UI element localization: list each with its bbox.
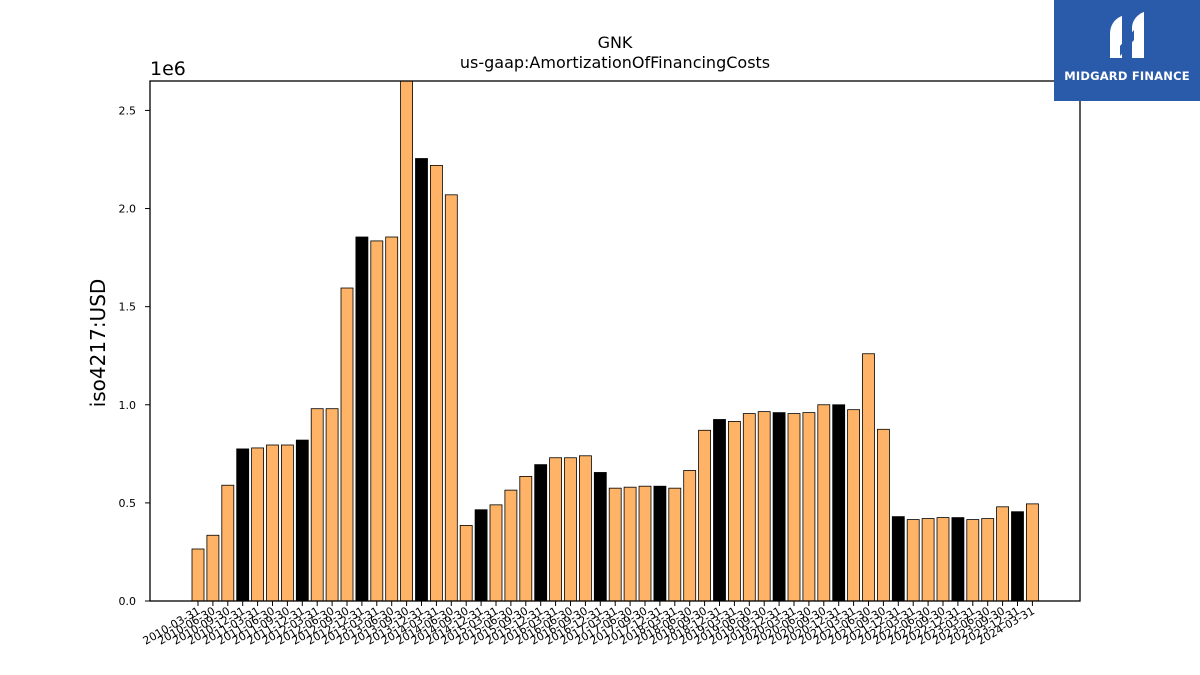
bar-2020-09-30 <box>817 404 831 602</box>
bar-2018-03-31 <box>668 487 682 602</box>
bar-2020-12-31 <box>832 404 846 602</box>
bar-2012-09-30 <box>340 287 354 602</box>
bar-2019-09-30 <box>757 411 771 602</box>
bar-2015-12-31 <box>534 464 548 602</box>
chart-title: GNK <box>598 33 633 52</box>
bar-2014-09-30 <box>459 525 473 602</box>
bar-2019-03-31 <box>728 421 741 602</box>
bar-2013-12-31 <box>415 158 428 602</box>
bar-2010-09-30 <box>221 484 235 602</box>
y-tick-label: 0.0 <box>119 595 137 608</box>
bar-2012-12-31 <box>355 236 369 602</box>
bar-2012-03-31 <box>310 408 324 602</box>
bar-2014-06-30 <box>444 194 458 602</box>
bar-2017-12-31 <box>653 485 667 602</box>
plot-frame <box>149 80 1081 602</box>
bar-2023-03-31 <box>966 519 980 602</box>
bar-2013-03-31 <box>370 240 384 602</box>
y-tick-label: 1.5 <box>119 301 137 314</box>
bar-2010-12-31 <box>236 448 250 602</box>
y-tick-label: 2.5 <box>119 104 137 117</box>
bar-2019-12-31 <box>772 412 786 602</box>
bar-2023-09-30 <box>996 506 1009 602</box>
bar-2016-06-30 <box>564 457 577 602</box>
y-tick-label: 2.0 <box>119 203 137 216</box>
x-ticks-group: 2010-03-312010-06-302010-09-302010-12-31… <box>141 601 1037 648</box>
bar-2021-06-30 <box>862 353 875 602</box>
bar-2022-09-30 <box>936 517 950 602</box>
bar-2013-09-30 <box>400 80 414 602</box>
bar-2017-06-30 <box>623 486 637 602</box>
bar-2018-09-30 <box>698 429 711 602</box>
bar-2015-03-31 <box>489 504 503 602</box>
bar-2015-06-30 <box>504 489 518 602</box>
chart-subtitle: us-gaap:AmortizationOfFinancingCosts <box>460 53 770 72</box>
bar-2014-12-31 <box>474 509 488 602</box>
midgard-logo-icon <box>1110 12 1144 58</box>
bar-2020-06-30 <box>802 412 816 602</box>
bar-2018-12-31 <box>713 419 726 602</box>
bar-2011-09-30 <box>280 444 294 602</box>
bar-2016-03-31 <box>549 457 562 602</box>
bar-2017-03-31 <box>608 487 622 602</box>
bar-2016-12-31 <box>593 472 607 602</box>
bar-2023-06-30 <box>981 518 995 602</box>
bar-2010-03-31 <box>191 548 205 602</box>
bar-2017-09-30 <box>638 485 652 602</box>
bar-2013-06-30 <box>385 236 399 602</box>
bar-2021-12-31 <box>891 516 905 602</box>
y-tick-label: 0.5 <box>119 497 137 510</box>
bar-2021-03-31 <box>847 409 860 602</box>
bar-2011-12-31 <box>295 439 309 602</box>
midgard-finance-logo: MIDGARD FINANCE <box>1054 0 1200 101</box>
bar-2016-09-30 <box>579 455 592 602</box>
bar-2024-03-31 <box>1026 503 1039 602</box>
bar-2011-03-31 <box>251 447 265 602</box>
bar-2015-09-30 <box>519 475 533 602</box>
y-ticks-group: 0.0 0.5 1.0 1.5 2.0 2.5 <box>119 104 150 608</box>
bar-2018-06-30 <box>683 470 697 602</box>
bar-2014-03-31 <box>429 164 443 602</box>
y-axis-label: iso4217:USD <box>86 279 110 408</box>
bar-2011-06-30 <box>266 444 279 602</box>
logo-brand-text: MIDGARD FINANCE <box>1064 69 1190 83</box>
bar-2021-09-30 <box>877 428 890 602</box>
bar-2010-06-30 <box>206 534 220 602</box>
bar-2022-12-31 <box>951 517 965 602</box>
bar-2012-06-30 <box>325 408 339 602</box>
bar-2022-03-31 <box>906 519 920 602</box>
y-offset-label: 1e6 <box>150 58 186 80</box>
bars-group <box>191 80 1039 602</box>
y-tick-label: 1.0 <box>119 399 137 412</box>
bar-2022-06-30 <box>921 518 935 602</box>
bar-2019-06-30 <box>742 413 756 602</box>
bar-2020-03-31 <box>787 413 801 602</box>
bar-2023-12-31 <box>1011 511 1024 602</box>
